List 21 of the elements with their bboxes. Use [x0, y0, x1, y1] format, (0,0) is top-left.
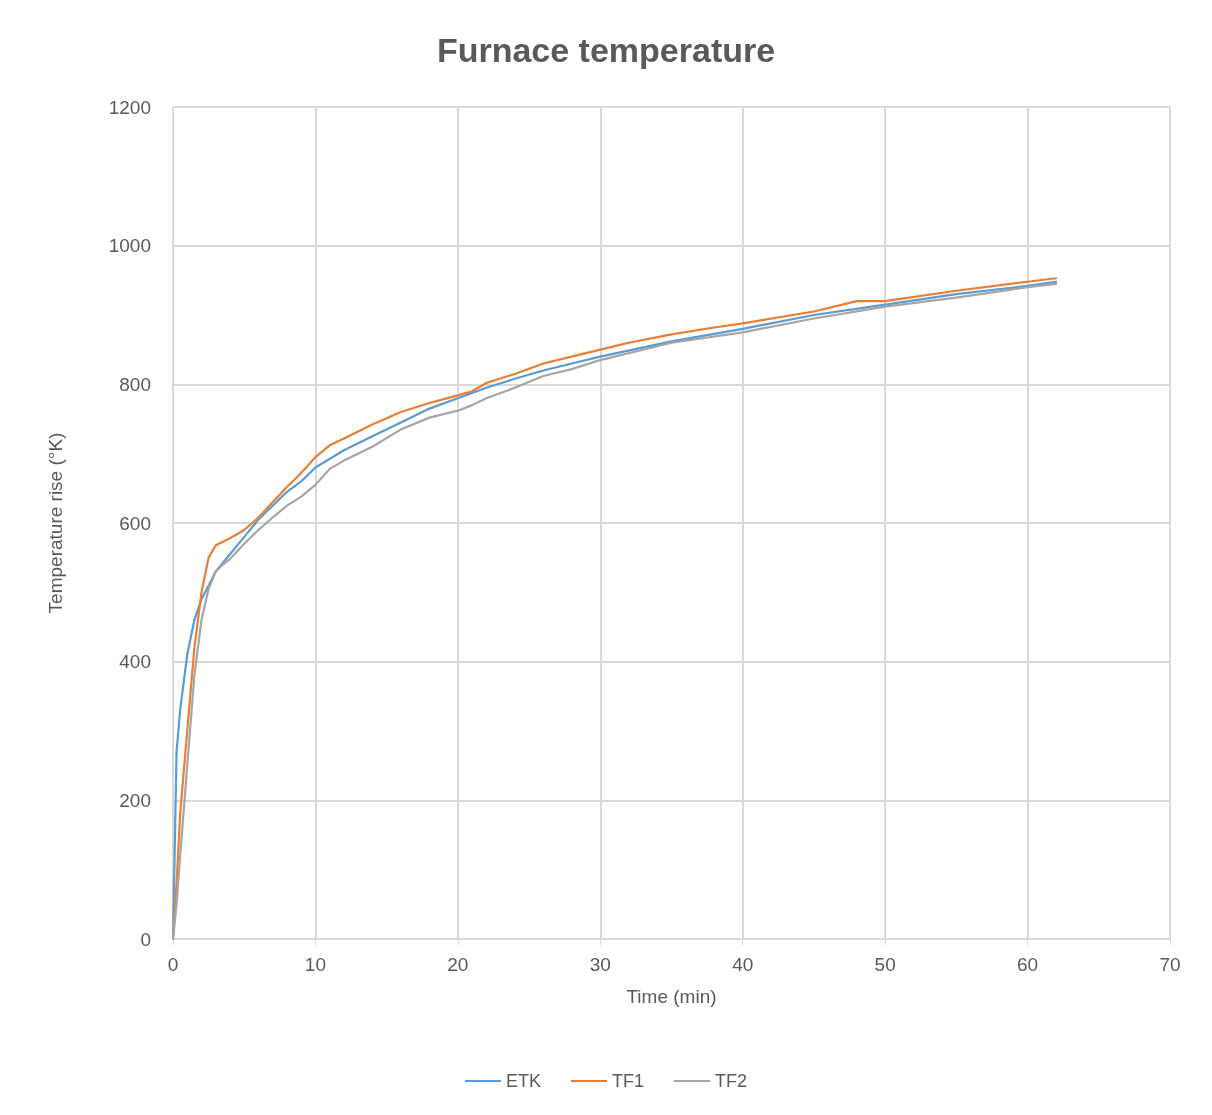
x-tick-label: 30	[589, 954, 611, 975]
x-tick-label: 70	[1159, 954, 1181, 975]
x-tick-label: 20	[447, 954, 469, 975]
x-tick-label: 0	[167, 954, 179, 975]
x-tick-label: 10	[304, 954, 326, 975]
y-tick-label: 600	[119, 512, 151, 534]
y-tick-label: 0	[140, 928, 151, 950]
legend-label: TF1	[612, 1071, 645, 1091]
legend-label: ETK	[506, 1071, 542, 1091]
x-axis-title: Time (min)	[626, 986, 717, 1007]
y-tick-label: 800	[119, 373, 151, 395]
y-tick-label: 1200	[108, 96, 151, 118]
y-tick-label: 1000	[108, 235, 151, 257]
y-axis-title: Temperature rise (°K)	[45, 432, 66, 614]
y-tick-label: 400	[119, 651, 151, 673]
y-tick-label: 200	[119, 789, 151, 811]
x-tick-label: 40	[732, 954, 754, 975]
chart-title: Furnace temperature	[436, 31, 776, 69]
x-tick-label: 60	[1017, 954, 1039, 975]
legend-label: TF2	[715, 1071, 748, 1091]
x-tick-label: 50	[874, 954, 896, 975]
